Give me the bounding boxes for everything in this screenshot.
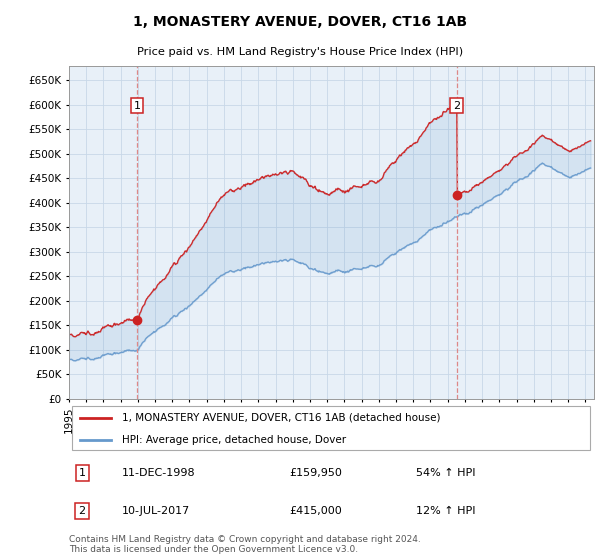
Text: 54% ↑ HPI: 54% ↑ HPI bbox=[415, 468, 475, 478]
Text: 1, MONASTERY AVENUE, DOVER, CT16 1AB (detached house): 1, MONASTERY AVENUE, DOVER, CT16 1AB (de… bbox=[121, 413, 440, 423]
Text: 1: 1 bbox=[133, 100, 140, 110]
Text: £159,950: £159,950 bbox=[290, 468, 343, 478]
Text: 1, MONASTERY AVENUE, DOVER, CT16 1AB: 1, MONASTERY AVENUE, DOVER, CT16 1AB bbox=[133, 15, 467, 29]
Text: Contains HM Land Registry data © Crown copyright and database right 2024.
This d: Contains HM Land Registry data © Crown c… bbox=[69, 535, 421, 554]
Text: 12% ↑ HPI: 12% ↑ HPI bbox=[415, 506, 475, 516]
Text: 1: 1 bbox=[79, 468, 86, 478]
Text: HPI: Average price, detached house, Dover: HPI: Average price, detached house, Dove… bbox=[121, 435, 346, 445]
Text: 10-JUL-2017: 10-JUL-2017 bbox=[121, 506, 190, 516]
Text: 2: 2 bbox=[453, 100, 460, 110]
Text: £415,000: £415,000 bbox=[290, 506, 342, 516]
Text: Price paid vs. HM Land Registry's House Price Index (HPI): Price paid vs. HM Land Registry's House … bbox=[137, 47, 463, 57]
FancyBboxPatch shape bbox=[71, 406, 590, 450]
Text: 2: 2 bbox=[79, 506, 86, 516]
Text: 11-DEC-1998: 11-DEC-1998 bbox=[121, 468, 195, 478]
